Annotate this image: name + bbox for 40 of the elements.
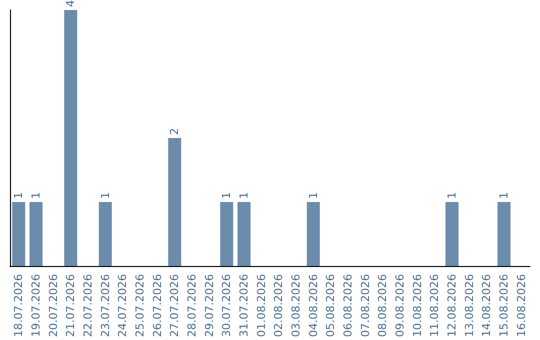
x-tick-label: 28.07.2026 <box>186 274 198 338</box>
data-label: 1 <box>446 192 458 200</box>
x-tick-label: 02.08.2026 <box>272 274 286 338</box>
x-tick-label: 19.07.2026 <box>30 274 42 338</box>
x-tick-label: 31.07.2026 <box>238 274 250 338</box>
x-tick-label: 25.07.2026 <box>134 274 146 338</box>
x-tick-label: 13.08.2026 <box>462 274 476 338</box>
x-tick-label: 23.07.2026 <box>98 274 112 338</box>
x-tick-label: 18.07.2026 <box>12 274 26 338</box>
x-tick-label: 27.07.2026 <box>168 274 182 338</box>
x-tick-label: 12.08.2026 <box>446 274 458 338</box>
data-label: 2 <box>168 128 182 136</box>
x-tick-label: 20.07.2026 <box>46 274 60 338</box>
data-label: 1 <box>12 192 26 200</box>
x-tick-label: 01.08.2026 <box>254 274 268 338</box>
x-tick-label: 26.07.2026 <box>150 274 164 338</box>
data-label: 1 <box>498 192 510 200</box>
x-tick-label: 14.08.2026 <box>480 274 494 338</box>
data-label: 1 <box>306 192 320 200</box>
data-label: 1 <box>220 192 234 200</box>
x-tick-label: 21.07.2026 <box>64 274 78 338</box>
x-tick-label: 29.07.2026 <box>202 274 216 338</box>
x-tick-label: 03.08.2026 <box>290 274 302 338</box>
x-tick-label: 07.08.2026 <box>358 274 372 338</box>
data-label: 1 <box>238 192 250 200</box>
x-tick-label: 04.08.2026 <box>306 274 320 338</box>
x-tick-label: 30.07.2026 <box>220 274 234 338</box>
x-tick-label: 16.08.2026 <box>514 274 528 338</box>
x-tick-label: 15.08.2026 <box>498 274 510 338</box>
x-tick-label: 11.08.2026 <box>428 274 442 338</box>
x-tick-label: 10.08.2026 <box>410 274 424 338</box>
data-label: 1 <box>98 192 112 200</box>
x-tick-label: 22.07.2026 <box>82 274 94 338</box>
x-tick-label: 24.07.2026 <box>116 274 130 338</box>
x-tick-label: 08.08.2026 <box>376 274 390 338</box>
x-tick-label: 06.08.2026 <box>342 274 354 338</box>
data-label: 4 <box>64 0 78 7</box>
data-label: 1 <box>30 192 42 200</box>
x-tick-label: 05.08.2026 <box>324 274 338 338</box>
x-tick-label: 09.08.2026 <box>394 274 406 338</box>
